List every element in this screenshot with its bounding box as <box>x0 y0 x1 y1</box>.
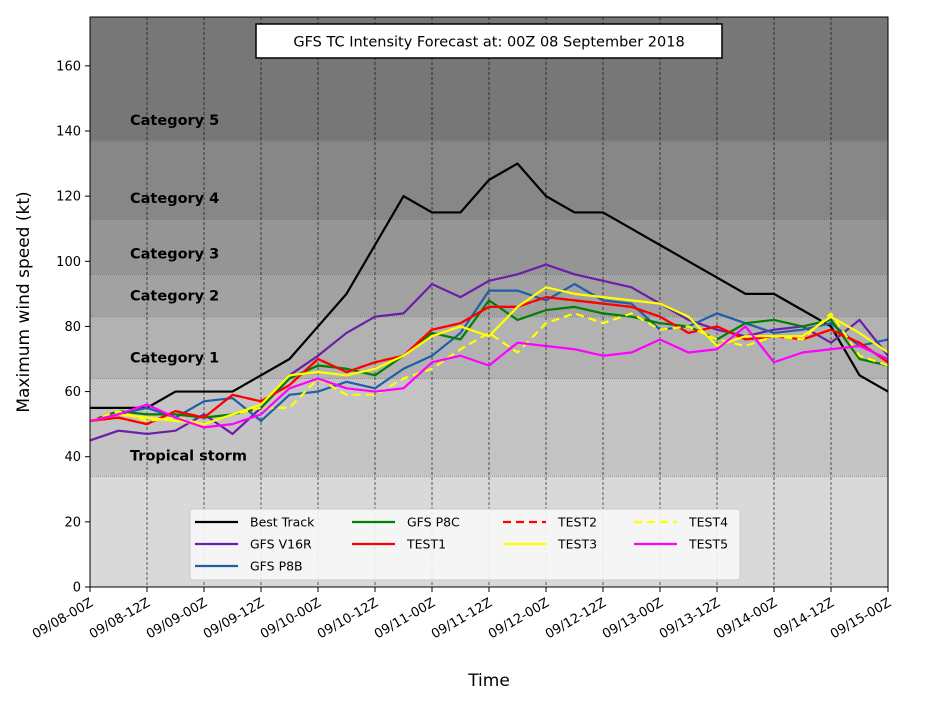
legend-label: TEST3 <box>557 537 597 552</box>
y-tick-label: 80 <box>64 320 81 335</box>
y-tick-label: 20 <box>64 515 81 530</box>
x-tick-label: 09/09-12Z <box>201 595 267 642</box>
legend-label: GFS P8C <box>407 515 460 530</box>
y-tick-label: 100 <box>56 255 81 270</box>
x-tick-label: 09/13-12Z <box>657 595 723 642</box>
x-tick-label: 09/10-12Z <box>315 595 381 642</box>
legend-label: TEST4 <box>688 515 728 530</box>
y-axis: 0 20 40 60 80 100 120 140 160 <box>56 59 90 596</box>
series-line-gfs-p8b <box>89 282 889 422</box>
series-line-best-track <box>90 162 889 409</box>
x-tick-label: 09/08-12Z <box>87 595 153 642</box>
category-label: Category 5 <box>130 113 219 129</box>
y-tick-label: 120 <box>56 190 81 205</box>
x-tick-label: 09/12-00Z <box>486 595 552 642</box>
y-tick-label: 40 <box>64 450 81 465</box>
x-tick-label: 09/11-00Z <box>372 595 438 642</box>
category-label: Category 3 <box>130 246 219 262</box>
legend: Best Track GFS V16R GFS P8B GFS P8C TEST1 TES… <box>189 508 741 581</box>
x-tick-label: 09/13-00Z <box>600 595 666 642</box>
category-labels: Tropical storm Category 1 Category 2 Catego… <box>130 113 247 464</box>
x-tick-label: 09/14-00Z <box>714 595 780 642</box>
category-label: Category 2 <box>130 289 219 305</box>
x-tick-label: 09/11-12Z <box>429 595 495 642</box>
legend-label: GFS V16R <box>250 537 312 552</box>
x-axis: 09/08-00Z09/08-12Z09/09-00Z09/09-12Z09/1… <box>30 587 894 642</box>
legend-label: Best Track <box>250 515 315 530</box>
category-label: Category 1 <box>130 351 219 367</box>
y-tick-label: 60 <box>64 385 81 400</box>
x-tick-label: 09/10-00Z <box>258 595 324 642</box>
x-tick-label: 09/08-00Z <box>30 595 96 642</box>
series-line-test3 <box>89 286 889 426</box>
series-line-gfs-p8c <box>89 299 889 422</box>
x-tick-label: 09/15-00Z <box>828 595 894 642</box>
x-tick-label: 09/12-12Z <box>543 595 609 642</box>
x-axis-title: Time <box>467 671 510 691</box>
x-tick-label: 09/14-12Z <box>771 595 837 642</box>
chart-title: GFS TC Intensity Forecast at: 00Z 08 Sep… <box>293 35 684 51</box>
legend-label: TEST5 <box>688 537 728 552</box>
series-lines <box>89 162 889 442</box>
category-label: Category 4 <box>130 191 219 207</box>
y-tick-label: 0 <box>73 581 81 596</box>
y-tick-label: 160 <box>56 59 81 74</box>
series-line-test5 <box>89 325 889 429</box>
series-line-test2 <box>89 296 889 426</box>
y-tick-label: 140 <box>56 125 81 140</box>
series-line-gfs-v16r <box>89 263 889 442</box>
legend-label: GFS P8B <box>250 559 303 574</box>
legend-box <box>189 508 741 581</box>
chart-title-box: GFS TC Intensity Forecast at: 00Z 08 Sep… <box>255 23 723 59</box>
x-tick-label: 09/09-00Z <box>144 595 210 642</box>
legend-label: TEST1 <box>406 537 446 552</box>
legend-label: TEST2 <box>557 515 597 530</box>
y-axis-title: Maximum wind speed (kt) <box>14 191 34 412</box>
category-label: Tropical storm <box>130 448 247 464</box>
